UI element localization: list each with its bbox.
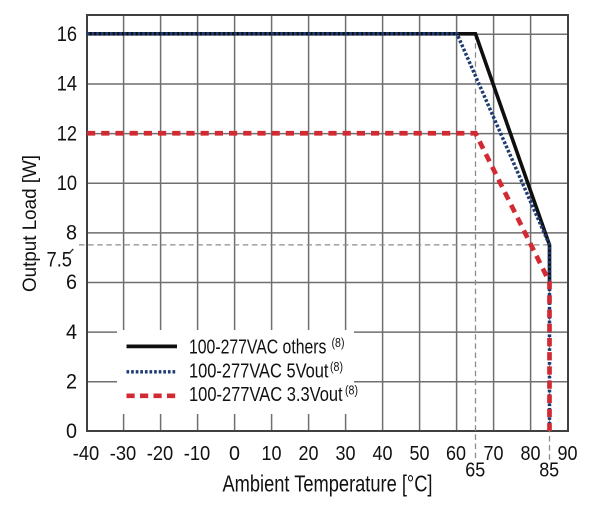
svg-text:Output Load [W]: Output Load [W] xyxy=(20,155,41,292)
svg-text:100-277VAC 3.3Vout: 100-277VAC 3.3Vout xyxy=(189,384,343,406)
svg-text:16: 16 xyxy=(57,23,77,46)
svg-text:0: 0 xyxy=(229,443,240,465)
svg-text:100-277VAC others: 100-277VAC others xyxy=(189,337,326,359)
svg-text:Ambient Temperature [°C]: Ambient Temperature [°C] xyxy=(223,471,433,497)
svg-text:6: 6 xyxy=(66,271,77,294)
svg-text:10: 10 xyxy=(57,172,77,195)
svg-text:90: 90 xyxy=(558,443,578,465)
svg-text:70: 70 xyxy=(484,443,504,465)
svg-text:14: 14 xyxy=(57,73,78,96)
svg-text:(8): (8) xyxy=(345,384,358,398)
svg-text:12: 12 xyxy=(57,122,77,145)
svg-text:-40: -40 xyxy=(73,443,100,465)
svg-text:2: 2 xyxy=(66,370,77,393)
svg-text:-30: -30 xyxy=(110,443,137,465)
svg-text:8: 8 xyxy=(66,222,77,245)
svg-text:0: 0 xyxy=(66,420,77,443)
svg-text:20: 20 xyxy=(299,443,319,465)
svg-text:50: 50 xyxy=(410,443,430,465)
svg-text:-20: -20 xyxy=(147,443,174,465)
svg-text:-10: -10 xyxy=(184,443,211,465)
svg-text:80: 80 xyxy=(521,443,541,465)
svg-text:(8): (8) xyxy=(330,360,343,374)
svg-text:65: 65 xyxy=(465,460,485,482)
svg-text:(8): (8) xyxy=(332,336,345,350)
svg-text:40: 40 xyxy=(373,443,393,465)
svg-text:10: 10 xyxy=(262,443,282,465)
svg-text:7.5: 7.5 xyxy=(47,248,73,271)
svg-text:60: 60 xyxy=(446,443,466,465)
svg-text:85: 85 xyxy=(539,460,559,482)
svg-text:4: 4 xyxy=(66,321,77,344)
svg-text:100-277VAC 5Vout: 100-277VAC 5Vout xyxy=(189,361,329,383)
svg-text:30: 30 xyxy=(336,443,356,465)
